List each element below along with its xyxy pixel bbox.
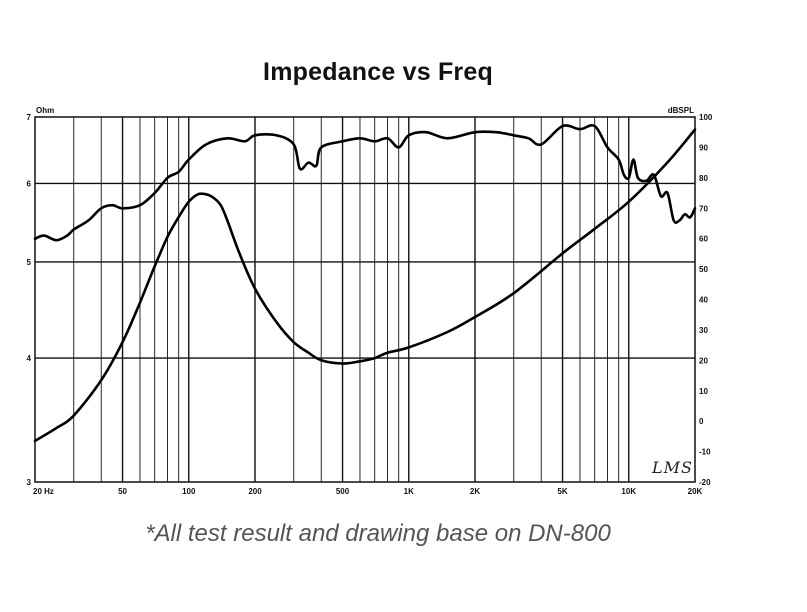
grid-layer <box>35 117 695 482</box>
x-tick-label: 100 <box>182 487 196 496</box>
right-axis-label: dBSPL <box>668 106 694 115</box>
plot-frame <box>34 116 696 483</box>
left-tick-label: 3 <box>27 478 32 487</box>
right-tick-label: -20 <box>699 478 711 487</box>
left-tick-label: 5 <box>27 258 32 267</box>
x-tick-label: 2K <box>470 487 480 496</box>
series-layer <box>33 124 697 443</box>
left-tick-label: 4 <box>27 354 32 363</box>
right-tick-label: 50 <box>699 265 708 274</box>
right-tick-label: 90 <box>699 143 708 152</box>
x-tick-label: 1K <box>404 487 414 496</box>
footnote: *All test result and drawing base on DN-… <box>145 520 611 547</box>
x-tick-label: 50 <box>118 487 127 496</box>
right-tick-label: 20 <box>699 356 708 365</box>
impedance-curve <box>33 128 697 443</box>
right-tick-label: 70 <box>699 204 708 213</box>
x-tick-label: 200 <box>248 487 262 496</box>
x-tick-label: 20K <box>688 487 703 496</box>
label-layer: 3 4 5 6 7 Ohm -20 -10 0 10 20 30 40 50 60 70 80 90 100 dBSP… <box>27 106 713 496</box>
x-tick-label: 5K <box>557 487 567 496</box>
right-tick-label: 60 <box>699 235 708 244</box>
x-tick-label: 500 <box>336 487 350 496</box>
right-tick-label: 100 <box>699 113 713 122</box>
spl-curve <box>33 124 697 242</box>
x-tick-label: 20 Hz <box>33 487 54 496</box>
left-tick-label: 7 <box>27 113 32 122</box>
chart-title: Impedance vs Freq <box>263 58 493 86</box>
x-tick-label: 10K <box>621 487 636 496</box>
right-tick-label: 40 <box>699 296 708 305</box>
left-axis-label: Ohm <box>36 106 54 115</box>
left-tick-label: 6 <box>27 179 32 188</box>
lms-logo: LMS <box>652 458 693 477</box>
right-tick-label: 0 <box>699 417 704 426</box>
right-tick-label: 10 <box>699 387 708 396</box>
right-tick-label: 30 <box>699 326 708 335</box>
right-tick-label: 80 <box>699 174 708 183</box>
right-tick-label: -10 <box>699 448 711 457</box>
